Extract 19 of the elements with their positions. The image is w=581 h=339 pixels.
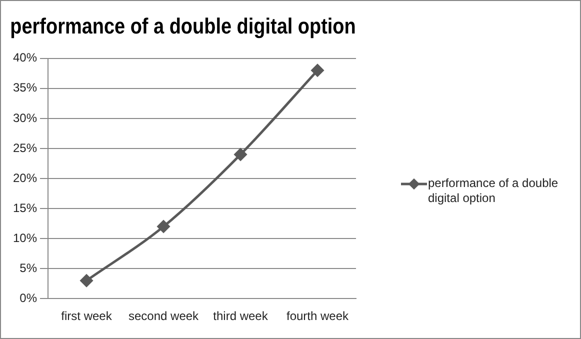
y-tick-label: 10% (12, 230, 38, 245)
chart-title: performance of a double digital option (10, 14, 356, 39)
x-tick-label: fourth week (286, 309, 350, 324)
y-tick-label: 25% (12, 140, 38, 155)
x-tick-label: second week (128, 309, 200, 324)
x-tick-label: third week (213, 309, 269, 324)
point (157, 220, 170, 233)
point (80, 274, 93, 287)
y-tick-label: 0% (20, 290, 38, 305)
y-tick-label: 15% (12, 200, 38, 215)
y-tick-label: 40% (12, 50, 38, 65)
y-tick-label: 35% (12, 80, 38, 95)
legend-label: performance of a double digital option (428, 176, 560, 206)
y-tick-label: 30% (12, 110, 38, 125)
y-tick-label: 20% (12, 170, 38, 185)
point (234, 148, 247, 161)
x-tick-label: first week (61, 309, 113, 324)
y-tick-label: 5% (20, 260, 38, 275)
point (311, 64, 324, 77)
